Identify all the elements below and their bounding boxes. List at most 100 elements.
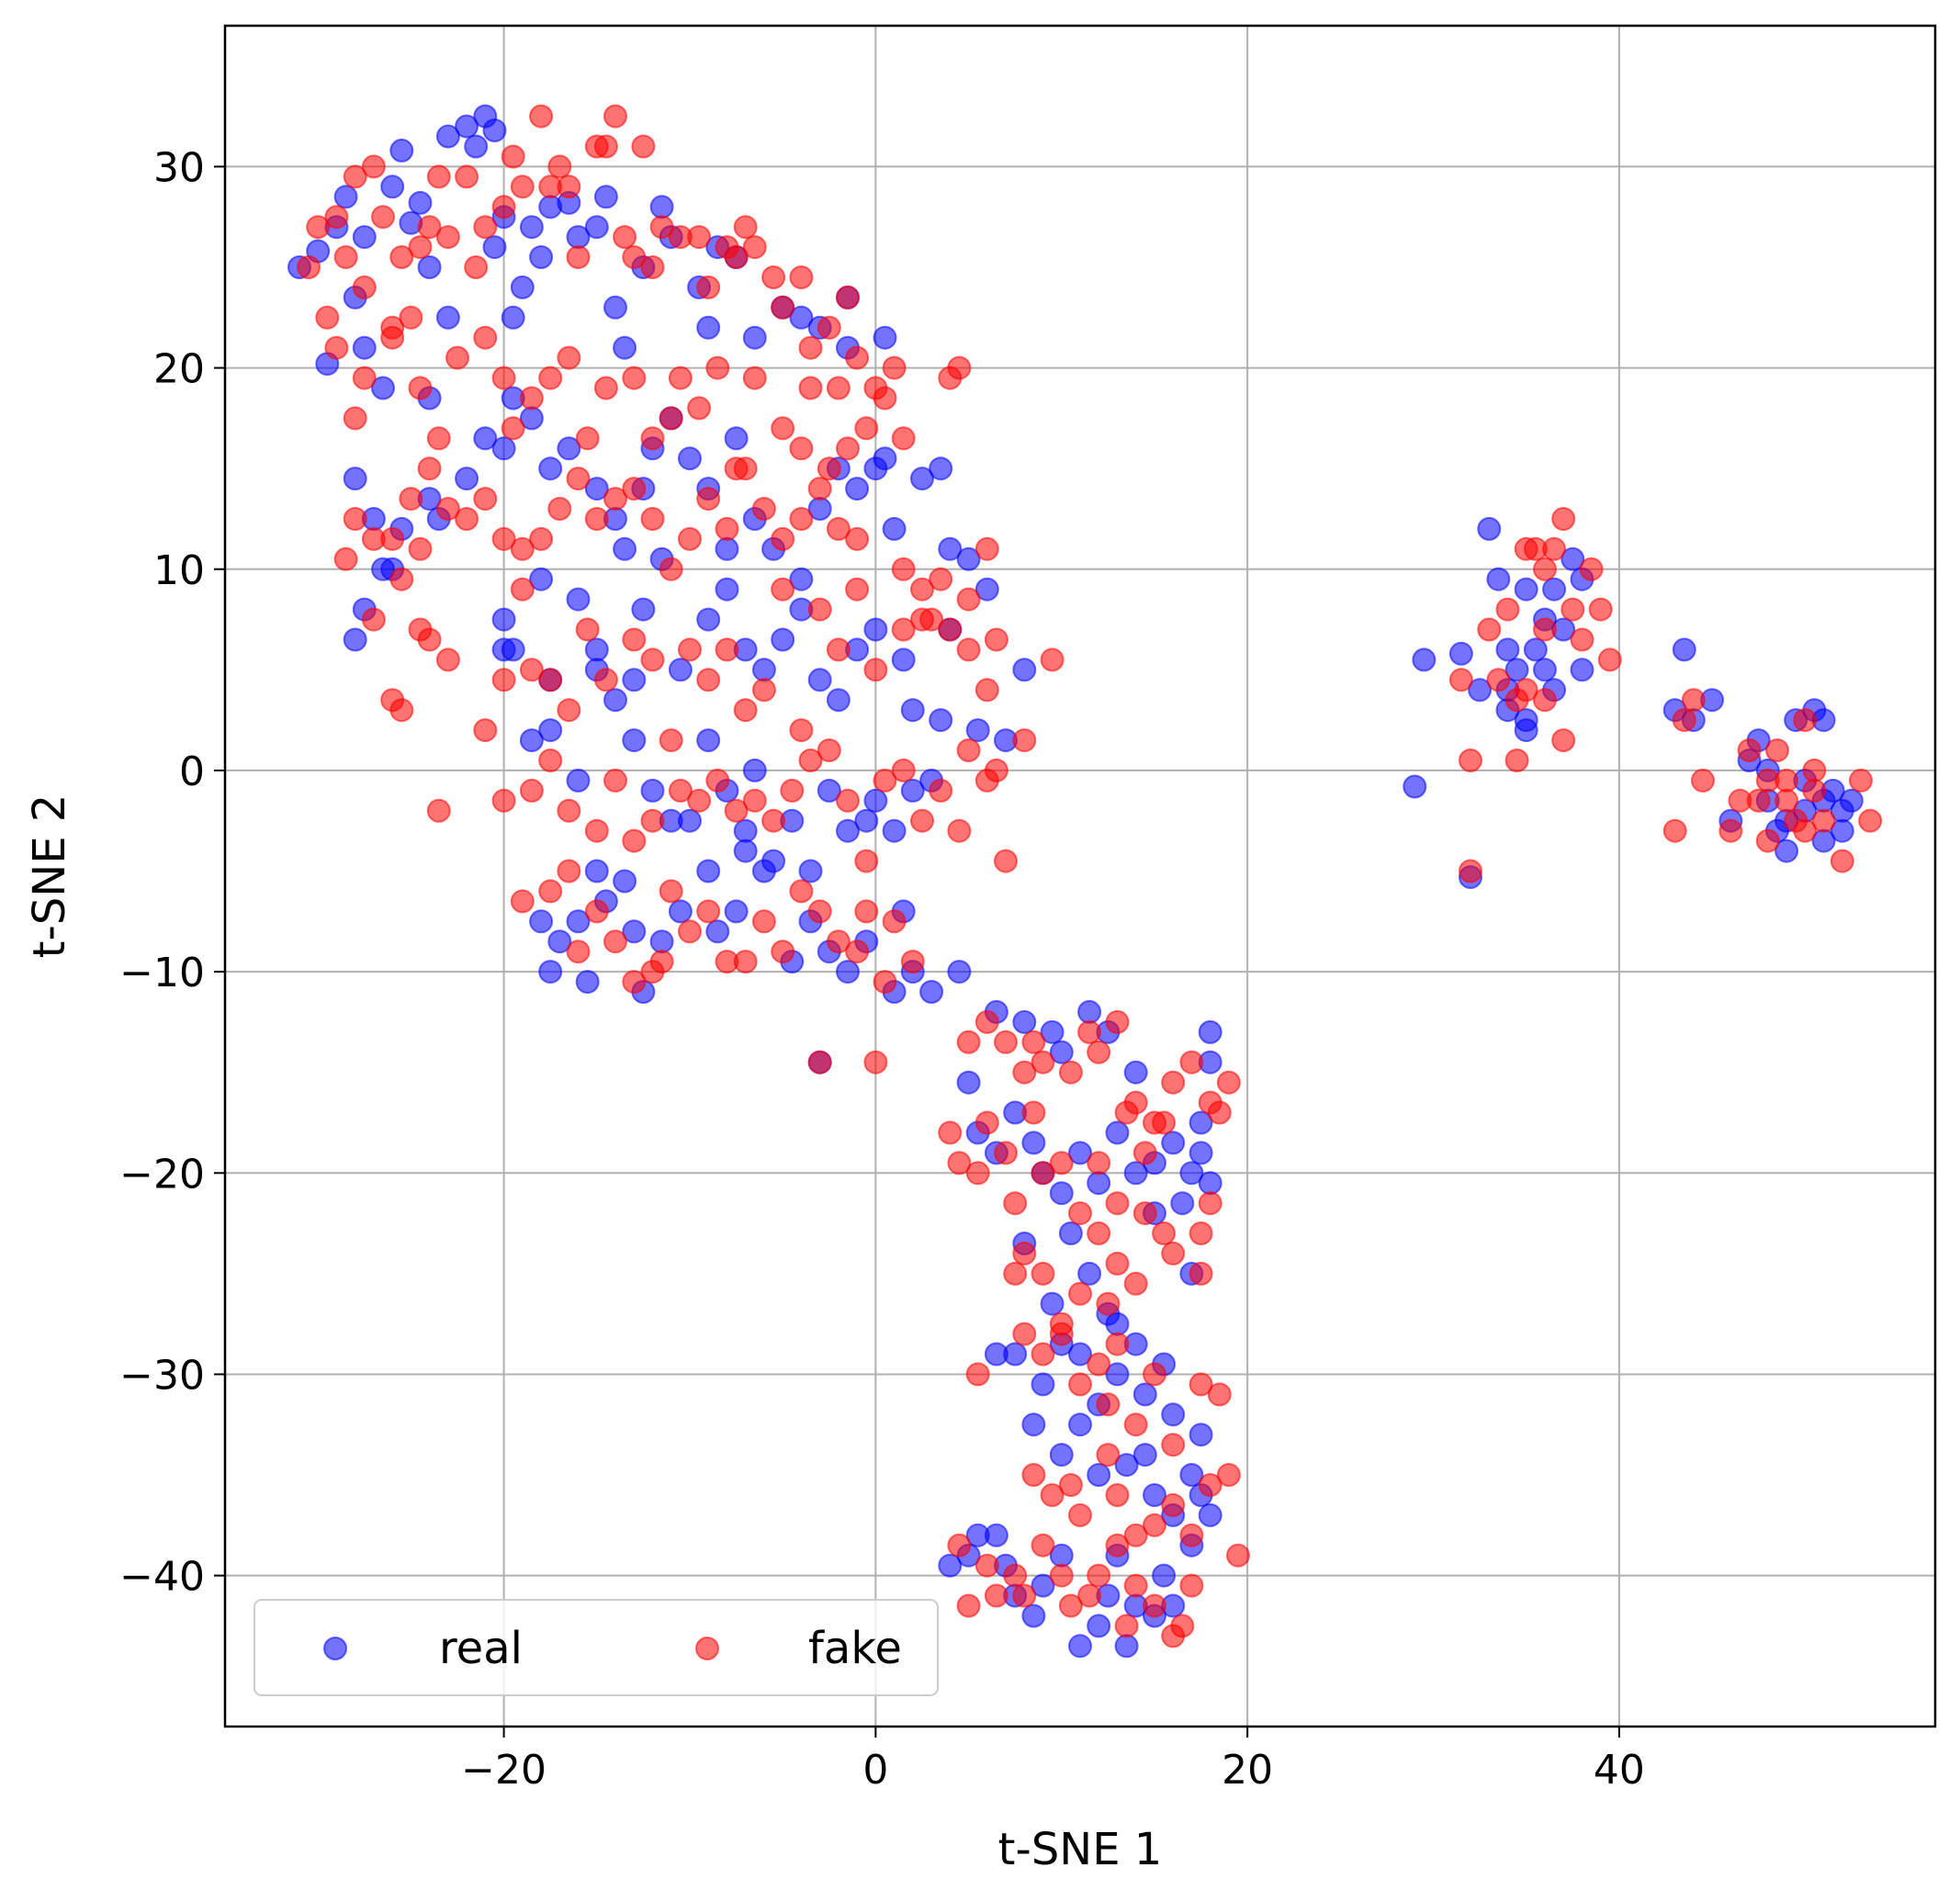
fake-point [622, 366, 647, 390]
fake-point [622, 245, 647, 269]
real-point [696, 859, 721, 883]
fake-point [836, 436, 860, 461]
real-point [538, 456, 563, 481]
fake-point [603, 104, 627, 129]
fake-point [557, 345, 581, 370]
real-point [408, 190, 433, 215]
fake-point [798, 748, 823, 772]
real-point [789, 305, 814, 330]
fake-point [1858, 808, 1883, 833]
real-point [1830, 818, 1854, 843]
real-point [529, 909, 554, 934]
fake-point [352, 366, 377, 390]
fake-point [426, 798, 451, 823]
fake-point [1746, 788, 1771, 813]
real-point [956, 1070, 981, 1095]
fake-point [705, 768, 730, 793]
x-axis-label: t-SNE 1 [998, 1824, 1163, 1875]
fake-point [529, 104, 554, 129]
real-point [566, 587, 591, 612]
real-point [1188, 1141, 1213, 1165]
fake-point [1143, 1362, 1166, 1387]
fake-point [965, 1362, 990, 1387]
fake-point [974, 1553, 999, 1578]
fake-point [380, 325, 405, 350]
real-point [1021, 1131, 1046, 1155]
fake-point [771, 295, 795, 320]
fake-point [1504, 748, 1529, 772]
fake-point [659, 557, 683, 581]
fake-point [649, 950, 674, 974]
real-point [491, 637, 516, 662]
real-point [538, 960, 563, 984]
fake-point [547, 497, 572, 521]
fake-point [1198, 1473, 1222, 1497]
real-point [389, 138, 414, 163]
real-point [584, 215, 609, 240]
tick-marks [214, 165, 1620, 1738]
fake-point [547, 154, 572, 179]
real-point [789, 567, 814, 591]
fake-point [807, 1050, 832, 1074]
real-point [929, 708, 953, 733]
real-point [1468, 678, 1493, 703]
fake-point [584, 507, 609, 531]
fake-point [1849, 768, 1873, 793]
fake-point [566, 467, 591, 491]
fake-point [956, 1029, 981, 1054]
real-point [1495, 637, 1520, 662]
fake-point [1123, 1573, 1148, 1598]
fake-point [929, 567, 953, 591]
real-point [1672, 637, 1696, 662]
fake-point [1161, 1492, 1186, 1517]
fake-point [510, 174, 535, 199]
fake-point [696, 487, 721, 512]
fake-point [947, 355, 972, 380]
fake-point [659, 879, 683, 904]
real-point [640, 778, 665, 803]
fake-point [1068, 1281, 1092, 1306]
fake-point [798, 376, 823, 400]
fake-point [491, 526, 516, 551]
fake-point [761, 808, 786, 833]
legend-label-fake: fake [808, 1623, 902, 1674]
real-point [603, 688, 627, 713]
fake-point [519, 386, 544, 411]
fake-point [1143, 1593, 1166, 1618]
fake-point [1486, 668, 1511, 692]
fake-point [1031, 1161, 1055, 1186]
fake-point [863, 658, 888, 682]
real-point [1132, 1382, 1157, 1407]
fake-point [501, 144, 525, 169]
fake-point [1448, 668, 1473, 692]
fake-point [455, 507, 479, 531]
fake-point [538, 668, 563, 692]
fake-point [780, 778, 805, 803]
real-point [1049, 1040, 1074, 1064]
fake-point [622, 970, 647, 995]
fake-point [519, 778, 544, 803]
real-point [501, 305, 525, 330]
real-point [771, 627, 795, 652]
real-point [1114, 1453, 1139, 1478]
real-point [696, 607, 721, 632]
fake-point [352, 275, 377, 299]
real-point [519, 728, 544, 753]
fake-point [1570, 627, 1594, 652]
fake-point [873, 970, 897, 995]
real-point [807, 668, 832, 692]
real-point [696, 315, 721, 340]
fake-point [938, 1120, 963, 1145]
fake-point [845, 939, 870, 964]
fake-point [1161, 1070, 1186, 1095]
real-point [1486, 567, 1511, 591]
fake-point [1031, 1342, 1055, 1367]
fake-point [408, 376, 433, 400]
fake-point [974, 678, 999, 703]
real-point [622, 668, 647, 692]
fake-point [538, 366, 563, 390]
real-point [1068, 1342, 1092, 1367]
real-point [649, 195, 674, 219]
legend-marker-real [323, 1637, 347, 1660]
